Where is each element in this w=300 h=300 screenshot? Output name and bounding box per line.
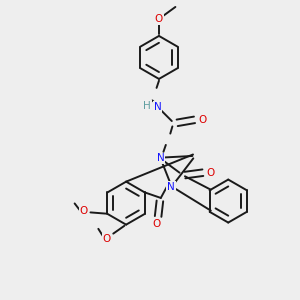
Text: N: N [154,102,162,112]
Text: N: N [167,182,175,192]
Text: H: H [143,100,151,110]
Text: O: O [155,14,163,24]
Text: N: N [157,153,164,164]
Text: O: O [207,168,215,178]
Text: O: O [198,116,207,125]
Text: O: O [102,234,110,244]
Text: O: O [80,206,88,216]
Text: O: O [152,219,161,229]
